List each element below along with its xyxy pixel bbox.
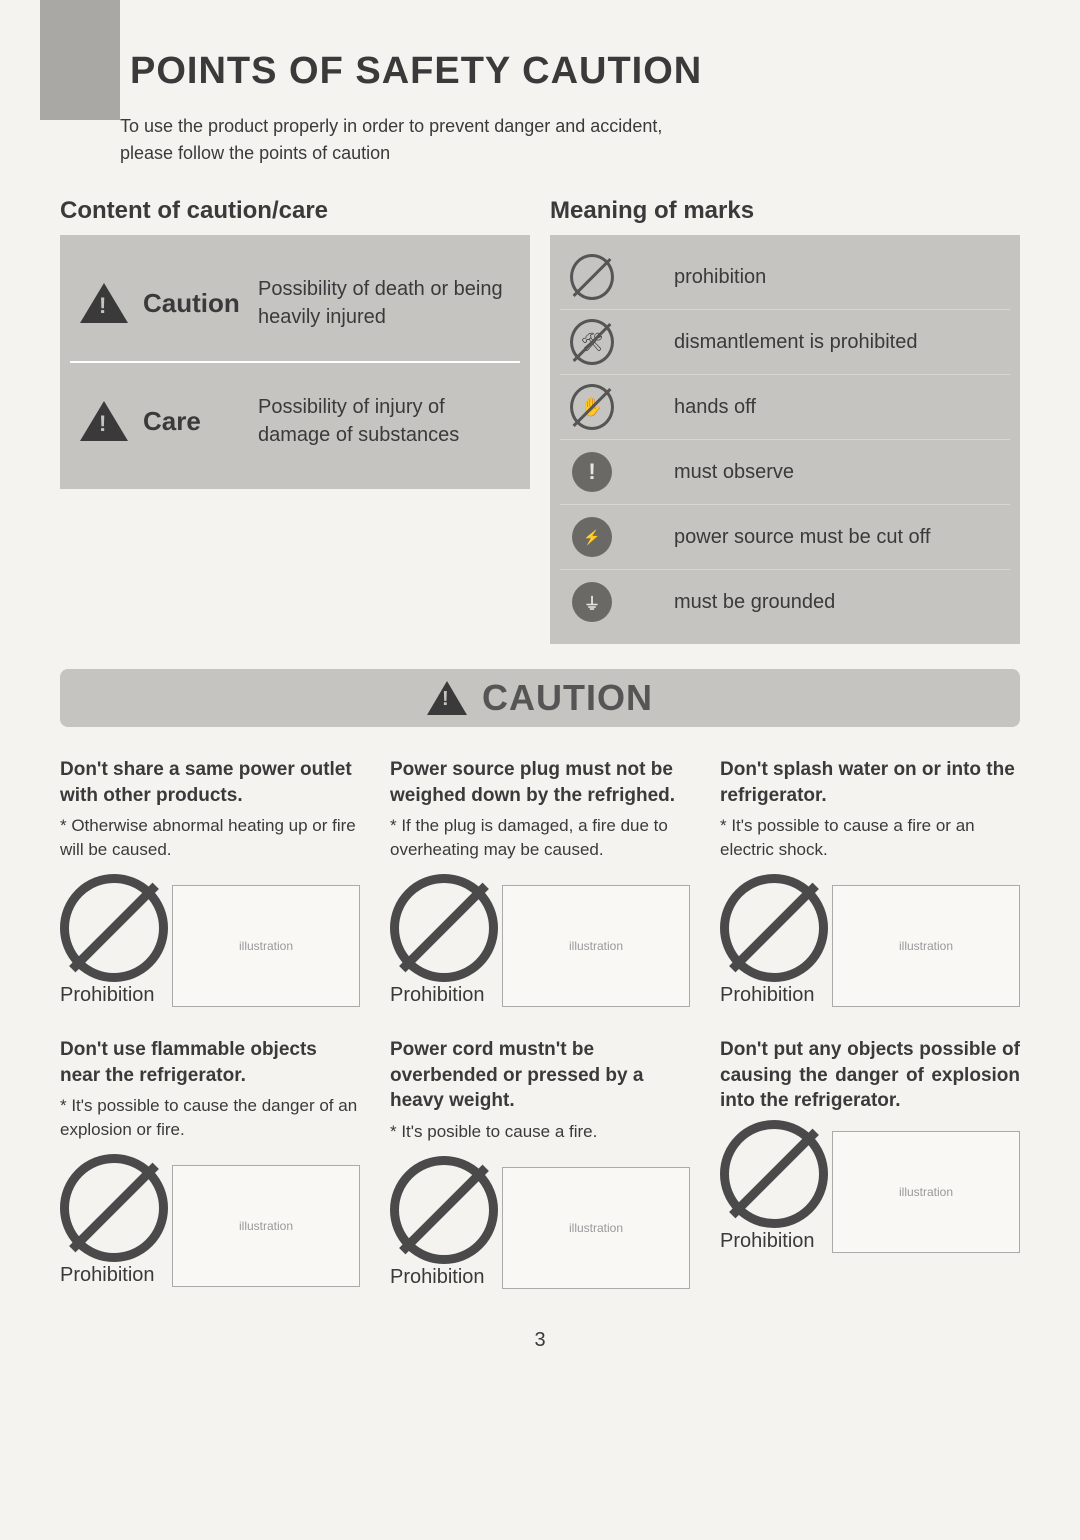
prohibition-label: Prohibition: [720, 984, 815, 1007]
prohibition-icon: [390, 874, 498, 982]
prohibition-block: Prohibition: [720, 1120, 828, 1253]
cell-subtext: * It's posible to cause a fire.: [390, 1120, 690, 1144]
mark-text: hands off: [674, 396, 756, 419]
no-dismantle-icon: 🛠: [570, 320, 614, 364]
caution-banner: CAUTION: [60, 669, 1020, 727]
legend-columns: Content of caution/care Caution Possibil…: [60, 197, 1020, 644]
caution-row: Caution Possibility of death or being he…: [70, 245, 520, 361]
caution-cell: Don't share a same power outlet with oth…: [60, 757, 360, 1007]
prohibition-icon: [720, 874, 828, 982]
caution-grid: Don't share a same power outlet with oth…: [60, 757, 1020, 1289]
cell-subtext: * Otherwise abnormal heating up or fire …: [60, 814, 360, 862]
caution-cell: Don't splash water on or into the refrig…: [720, 757, 1020, 1007]
mark-row-prohibition: prohibition: [560, 245, 1010, 310]
cell-illustration: Prohibition illustration: [60, 1154, 360, 1287]
caution-banner-text: CAUTION: [482, 677, 653, 719]
mark-row-observe: ! must observe: [560, 440, 1010, 505]
cell-illustration: Prohibition illustration: [390, 874, 690, 1007]
hands-off-icon: ✋: [570, 385, 614, 429]
marks-box: prohibition 🛠 dismantlement is prohibite…: [550, 235, 1020, 644]
caution-cell: Don't use flammable objects near the ref…: [60, 1037, 360, 1289]
cell-illustration: Prohibition illustration: [720, 1120, 1020, 1253]
mark-text: prohibition: [674, 266, 766, 289]
warning-triangle-icon: [80, 401, 128, 441]
illustration-placeholder: illustration: [172, 885, 360, 1007]
prohibition-block: Prohibition: [720, 874, 828, 1007]
marks-heading: Meaning of marks: [550, 197, 1020, 225]
illustration-placeholder: illustration: [502, 1167, 690, 1289]
prohibition-block: Prohibition: [60, 1154, 168, 1287]
prohibition-icon: [390, 1156, 498, 1264]
cell-title: Don't put any objects possible of causin…: [720, 1037, 1020, 1114]
mark-text: must observe: [674, 461, 794, 484]
caution-cell: Power cord mustn't be overbended or pres…: [390, 1037, 690, 1289]
mark-row-hands-off: ✋ hands off: [560, 375, 1010, 440]
cell-title: Don't use flammable objects near the ref…: [60, 1037, 360, 1088]
mark-text: must be grounded: [674, 591, 835, 614]
prohibition-icon: [720, 1120, 828, 1228]
caution-care-heading: Content of caution/care: [60, 197, 530, 225]
mark-text: power source must be cut off: [674, 526, 930, 549]
cell-title: Don't share a same power outlet with oth…: [60, 757, 360, 808]
cell-subtext: * If the plug is damaged, a fire due to …: [390, 814, 690, 862]
care-label: Care: [143, 406, 243, 437]
prohibition-block: Prohibition: [390, 1156, 498, 1289]
marks-column: Meaning of marks prohibition 🛠 dismantle…: [550, 197, 1020, 644]
illustration-placeholder: illustration: [172, 1165, 360, 1287]
prohibition-label: Prohibition: [390, 984, 485, 1007]
prohibition-icon: [60, 1154, 168, 1262]
care-desc: Possibility of injury of damage of subst…: [258, 393, 510, 449]
prohibition-label: Prohibition: [60, 1264, 155, 1287]
page-title: POINTS OF SAFETY CAUTION: [130, 50, 1020, 93]
ground-icon: ⏚: [570, 580, 614, 624]
mark-row-power-off: ⚡ power source must be cut off: [560, 505, 1010, 570]
cell-title: Power source plug must not be weighed do…: [390, 757, 690, 808]
intro-line-2: please follow the points of caution: [120, 140, 1020, 167]
prohibition-icon: [570, 255, 614, 299]
caution-care-column: Content of caution/care Caution Possibil…: [60, 197, 530, 644]
header-tab: [40, 0, 120, 120]
caution-cell: Power source plug must not be weighed do…: [390, 757, 690, 1007]
mark-text: dismantlement is prohibited: [674, 331, 917, 354]
prohibition-label: Prohibition: [720, 1230, 815, 1253]
illustration-placeholder: illustration: [832, 1131, 1020, 1253]
caution-label: Caution: [143, 288, 243, 319]
cell-illustration: Prohibition illustration: [720, 874, 1020, 1007]
mark-row-dismantle: 🛠 dismantlement is prohibited: [560, 310, 1010, 375]
prohibition-label: Prohibition: [390, 1266, 485, 1289]
prohibition-block: Prohibition: [390, 874, 498, 1007]
prohibition-icon: [60, 874, 168, 982]
page: POINTS OF SAFETY CAUTION To use the prod…: [0, 0, 1080, 1392]
cell-subtext: * It's possible to cause a fire or an el…: [720, 814, 1020, 862]
prohibition-label: Prohibition: [60, 984, 155, 1007]
care-row: Care Possibility of injury of damage of …: [70, 361, 520, 479]
caution-care-box: Caution Possibility of death or being he…: [60, 235, 530, 489]
cell-illustration: Prohibition illustration: [390, 1156, 690, 1289]
mark-row-ground: ⏚ must be grounded: [560, 570, 1010, 634]
page-number: 3: [60, 1329, 1020, 1352]
prohibition-block: Prohibition: [60, 874, 168, 1007]
must-observe-icon: !: [570, 450, 614, 494]
cell-title: Power cord mustn't be overbended or pres…: [390, 1037, 690, 1114]
intro-text: To use the product properly in order to …: [120, 113, 1020, 167]
warning-triangle-icon: [427, 681, 467, 715]
cell-subtext: * It's possible to cause the danger of a…: [60, 1094, 360, 1142]
illustration-placeholder: illustration: [832, 885, 1020, 1007]
caution-desc: Possibility of death or being heavily in…: [258, 275, 510, 331]
power-off-icon: ⚡: [570, 515, 614, 559]
illustration-placeholder: illustration: [502, 885, 690, 1007]
cell-illustration: Prohibition illustration: [60, 874, 360, 1007]
caution-cell: Don't put any objects possible of causin…: [720, 1037, 1020, 1289]
intro-line-1: To use the product properly in order to …: [120, 113, 1020, 140]
cell-title: Don't splash water on or into the refrig…: [720, 757, 1020, 808]
warning-triangle-icon: [80, 283, 128, 323]
